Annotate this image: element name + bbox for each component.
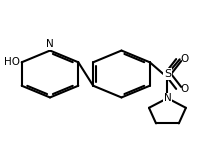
Text: N: N bbox=[164, 93, 171, 103]
Text: S: S bbox=[164, 69, 171, 79]
Text: O: O bbox=[181, 84, 189, 94]
Text: N: N bbox=[46, 39, 54, 49]
Text: O: O bbox=[181, 54, 189, 64]
Text: HO: HO bbox=[4, 57, 20, 67]
